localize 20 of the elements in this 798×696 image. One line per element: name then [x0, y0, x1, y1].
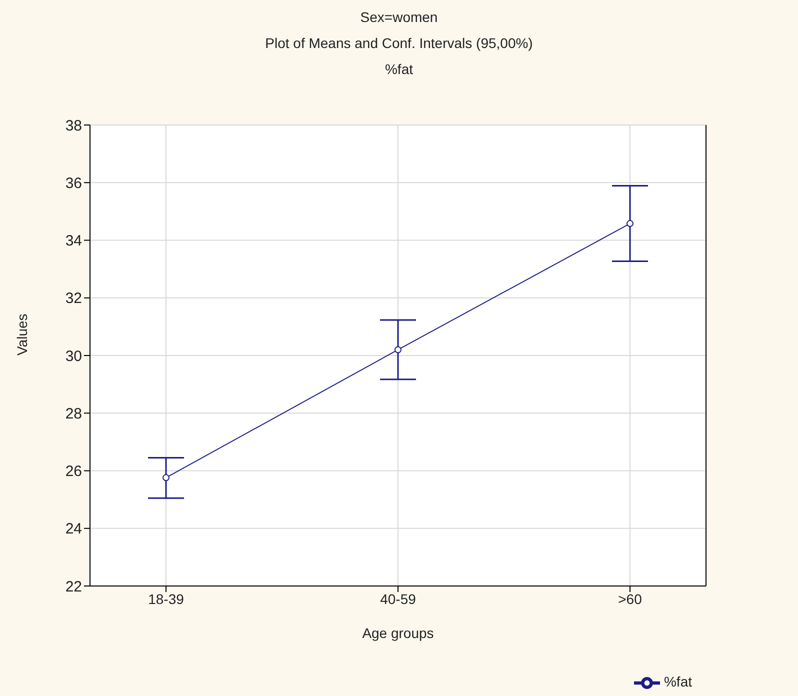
y-tick-label: 38: [65, 117, 82, 134]
y-tick-label: 32: [65, 290, 82, 308]
point: [394, 346, 402, 354]
point: [626, 220, 634, 228]
y-tick-label: 26: [65, 463, 82, 480]
chart-subtitle: Plot of Means and Conf. Intervals (95,00%) %fat: [264, 34, 534, 79]
x-tick-label: 18-39: [148, 590, 184, 607]
point: [162, 474, 170, 482]
legend-label: %fat: [664, 674, 692, 690]
y-tick-label: 30: [65, 348, 82, 365]
x-tick-label: >60: [618, 590, 642, 607]
x-tick-label: 40-59: [380, 590, 416, 607]
y-tick-label: 36: [65, 174, 82, 192]
x-axis-title: Age groups: [362, 624, 434, 641]
y-axis-title: Values: [14, 314, 30, 356]
chart-title: Sex=women: [359, 8, 439, 27]
y-tick-label: 28: [65, 405, 82, 422]
y-tick-label: 22: [65, 578, 82, 596]
y-tick-label: 34: [65, 232, 82, 250]
y-tick-label: 24: [65, 520, 82, 538]
